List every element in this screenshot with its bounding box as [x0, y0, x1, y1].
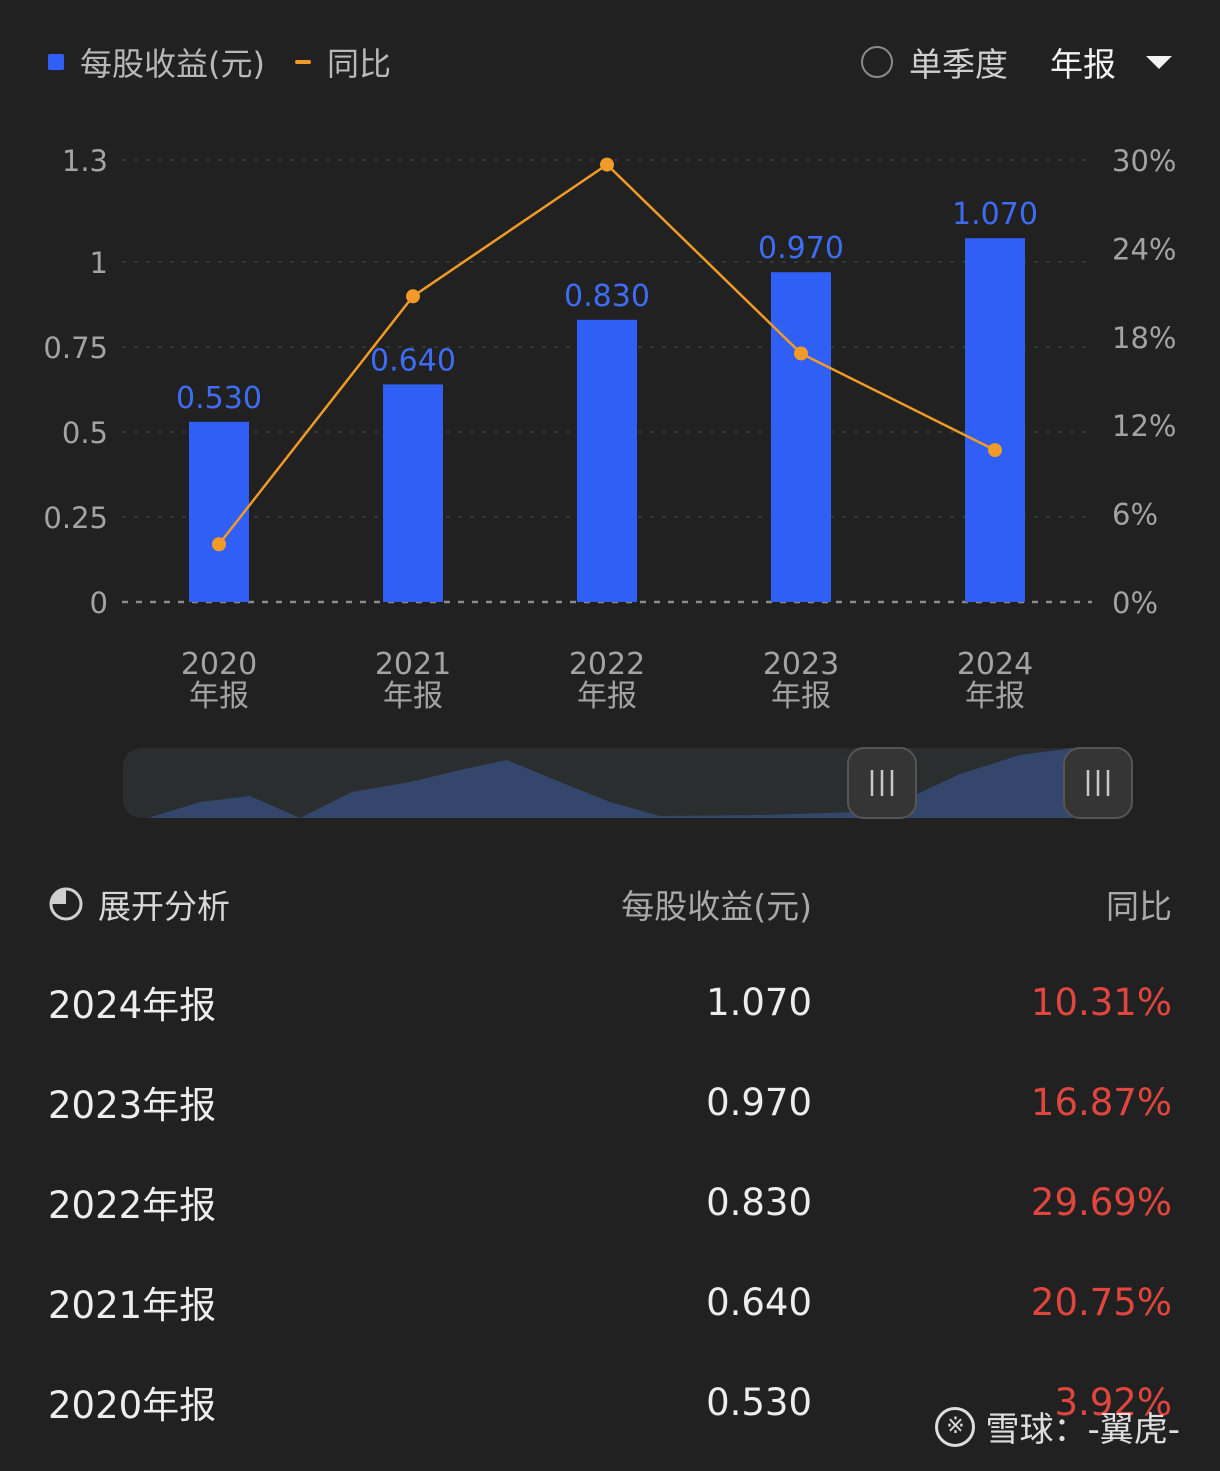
x-tick-label: 2024 — [957, 647, 1033, 682]
y-left-tick-label: 0.25 — [43, 501, 108, 535]
eps-bar-label: 0.640 — [370, 343, 456, 378]
yoy-point — [406, 289, 420, 304]
x-tick-label: 2020 — [181, 647, 257, 682]
x-tick-label: 年报 — [771, 679, 831, 714]
eps-bar — [771, 272, 831, 602]
row-period: 2024年报 — [48, 984, 217, 1027]
y-left-tick-label: 0.5 — [62, 416, 108, 450]
legend-yoy-swatch — [294, 60, 311, 64]
table-row[interactable]: 2020年报 0.530 3.92% — [48, 1352, 1172, 1452]
range-slider[interactable] — [0, 740, 1220, 830]
chevron-down-icon — [1146, 55, 1172, 69]
period-dropdown[interactable]: 年报 — [1050, 38, 1172, 86]
table-row[interactable]: 2024年报 1.070 10.31% — [48, 952, 1172, 1052]
data-table: 2024年报 1.070 10.31% 2023年报 0.970 16.87% … — [48, 952, 1172, 1452]
yoy-point — [212, 537, 226, 552]
row-period: 2021年报 — [48, 1284, 217, 1327]
legend-yoy-label: 同比 — [326, 45, 391, 83]
table-header: 展开分析 每股收益(元) 同比 — [48, 872, 1172, 936]
column-header-eps: 每股收益(元) — [621, 887, 812, 926]
row-eps: 0.830 — [706, 1180, 812, 1224]
x-tick-label: 2022 — [569, 647, 645, 682]
period-dropdown-label: 年报 — [1050, 45, 1116, 84]
x-tick-label: 年报 — [965, 679, 1025, 714]
table-row[interactable]: 2023年报 0.970 16.87% — [48, 1052, 1172, 1152]
yoy-point — [600, 157, 614, 172]
y-right-tick-label: 24% — [1112, 232, 1176, 266]
expand-analysis-label: 展开分析 — [98, 887, 230, 926]
eps-bar-label: 0.970 — [758, 231, 844, 266]
grip-icon — [1086, 770, 1110, 796]
row-eps: 0.640 — [706, 1280, 812, 1324]
chart-legend: 每股收益(元) 同比 — [48, 36, 421, 88]
eps-bar — [189, 421, 249, 602]
slider-preview-area — [148, 748, 1072, 818]
pie-chart-icon — [48, 886, 84, 922]
legend-yoy[interactable]: 同比 — [294, 39, 391, 85]
x-tick-label: 年报 — [383, 679, 443, 714]
expand-analysis-button[interactable]: 展开分析 — [48, 880, 230, 928]
y-right-tick-label: 12% — [1112, 409, 1176, 443]
watermark: ※ 雪球：-翼虎- — [935, 1402, 1180, 1451]
y-right-tick-label: 6% — [1112, 498, 1158, 532]
grip-icon — [870, 770, 894, 796]
y-left-tick-label: 0.75 — [43, 331, 108, 365]
period-controls: 单季度 年报 — [861, 36, 1172, 88]
quarter-label[interactable]: 单季度 — [909, 45, 1008, 84]
row-eps: 0.970 — [706, 1080, 812, 1124]
x-tick-label: 年报 — [189, 679, 249, 714]
x-tick-label: 2021 — [375, 647, 451, 682]
legend-eps[interactable]: 每股收益(元) — [48, 39, 265, 85]
yoy-point — [794, 346, 808, 361]
eps-bar — [383, 384, 443, 602]
row-eps: 1.070 — [706, 980, 812, 1024]
quarter-radio[interactable] — [861, 46, 893, 78]
row-eps: 0.530 — [706, 1380, 812, 1424]
x-tick-label: 年报 — [577, 679, 637, 714]
row-yoy: 3.92% — [1054, 1380, 1172, 1424]
eps-bar-label: 0.830 — [564, 279, 650, 314]
eps-bar — [965, 238, 1025, 602]
column-header-yoy: 同比 — [1106, 887, 1172, 926]
row-period: 2020年报 — [48, 1384, 217, 1427]
table-row[interactable]: 2022年报 0.830 29.69% — [48, 1152, 1172, 1252]
yoy-point — [988, 443, 1002, 458]
y-left-tick-label: 0 — [90, 586, 108, 620]
y-right-tick-label: 0% — [1112, 586, 1158, 620]
y-left-tick-label: 1.3 — [62, 144, 108, 178]
legend-eps-label: 每股收益(元) — [80, 45, 265, 83]
eps-chart: 0 0.25 0.5 0.75 1 1.3 0% 6% 12% 18% 24% 30% 0.530 0.6… — [43, 144, 1176, 714]
row-yoy: 10.31% — [1030, 980, 1172, 1024]
y-left-tick-label: 1 — [90, 246, 108, 280]
row-yoy: 29.69% — [1030, 1180, 1172, 1224]
watermark-text: 雪球：-翼虎- — [985, 1410, 1180, 1450]
table-row[interactable]: 2021年报 0.640 20.75% — [48, 1252, 1172, 1352]
y-right-tick-label: 30% — [1112, 144, 1176, 178]
legend-eps-swatch — [48, 54, 64, 70]
snowball-logo-icon: ※ — [935, 1406, 976, 1447]
row-period: 2022年报 — [48, 1184, 217, 1227]
row-yoy: 16.87% — [1030, 1080, 1172, 1124]
eps-bar-label: 0.530 — [176, 381, 262, 416]
eps-bar — [577, 319, 637, 602]
y-right-tick-label: 18% — [1112, 321, 1176, 355]
row-yoy: 20.75% — [1030, 1280, 1172, 1324]
x-tick-label: 2023 — [763, 647, 839, 682]
eps-bar-label: 1.070 — [952, 197, 1038, 232]
row-period: 2023年报 — [48, 1084, 217, 1127]
